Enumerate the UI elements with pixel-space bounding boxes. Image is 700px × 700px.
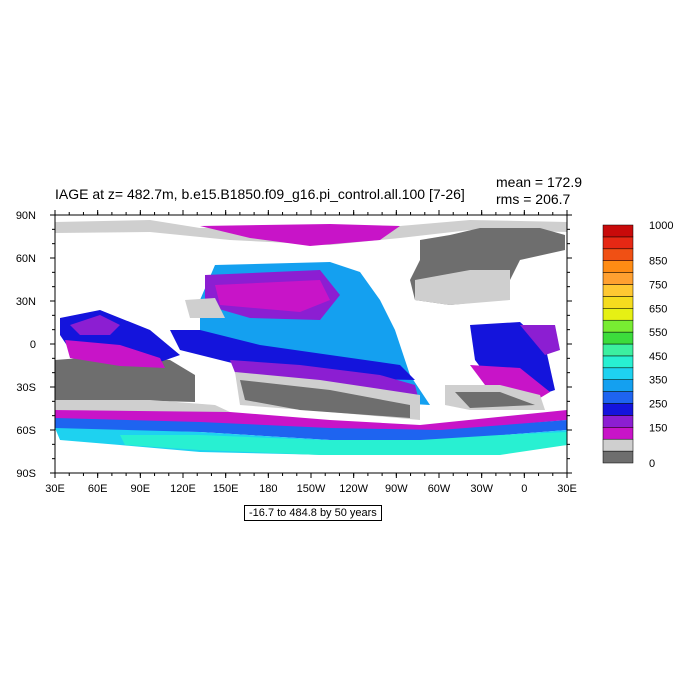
colorbar-swatch bbox=[602, 284, 634, 297]
colorbar-swatch bbox=[602, 260, 634, 273]
x-tick-label: 30E bbox=[557, 483, 577, 495]
map-plot-area bbox=[55, 220, 567, 455]
mean-stat: mean = 172.9 bbox=[496, 174, 583, 190]
colorbar-swatch bbox=[602, 367, 634, 380]
x-tick-label: 0 bbox=[521, 483, 527, 495]
colorbar-label: 850 bbox=[649, 256, 667, 268]
ocean-region-15 bbox=[65, 340, 165, 368]
colorbar-label: 550 bbox=[649, 327, 667, 339]
colorbar-label: 650 bbox=[649, 303, 667, 315]
y-tick-label: 30S bbox=[16, 382, 36, 394]
colorbar-swatch bbox=[602, 450, 634, 464]
map-axes: 30E 60E 90E 120E 150E 180 150W 120W 90W 60W 30W 0 30… bbox=[16, 210, 577, 495]
ocean-region-6 bbox=[215, 280, 330, 312]
colorbar-swatch bbox=[602, 319, 634, 333]
colorbar-swatch bbox=[602, 427, 634, 440]
ocean-region-24 bbox=[55, 410, 567, 432]
colorbar-swatch bbox=[602, 391, 634, 404]
x-tick-label: 150W bbox=[297, 483, 326, 495]
colorbar: 0 150 250 350 450 550 650 750 850 1000 bbox=[602, 220, 673, 470]
y-tick-label: 60S bbox=[16, 425, 36, 437]
ocean-region-20 bbox=[455, 392, 535, 408]
colorbar-swatch bbox=[602, 272, 634, 285]
x-tick-label: 60W bbox=[428, 483, 451, 495]
colorbar-swatch bbox=[602, 403, 634, 416]
contour-range-label: -16.7 to 484.8 by 50 years bbox=[244, 505, 382, 521]
x-tick-label: 90E bbox=[131, 483, 151, 495]
x-tick-label: 90W bbox=[385, 483, 408, 495]
colorbar-swatch bbox=[602, 331, 634, 345]
y-tick-label: 90S bbox=[16, 468, 36, 480]
ocean-region-25 bbox=[55, 418, 567, 440]
colorbar-label: 1000 bbox=[649, 220, 673, 232]
ocean-region-2 bbox=[200, 224, 400, 246]
ocean-region-27 bbox=[120, 432, 567, 455]
ocean-region-16 bbox=[70, 315, 120, 335]
x-tick-label: 120E bbox=[170, 483, 196, 495]
ocean-region-11 bbox=[240, 380, 410, 418]
colorbar-swatch bbox=[602, 343, 634, 357]
colorbar-swatch bbox=[602, 379, 634, 392]
colorbar-label: 450 bbox=[649, 351, 667, 363]
ocean-region-23 bbox=[415, 270, 510, 305]
colorbar-label: 150 bbox=[649, 422, 667, 434]
colorbar-swatch bbox=[602, 438, 634, 452]
y-tick-label: 0 bbox=[30, 339, 36, 351]
ocean-region-3 bbox=[55, 226, 90, 232]
y-tick-label: 30N bbox=[16, 296, 36, 308]
colorbar-swatch bbox=[602, 248, 634, 261]
colorbar-label: 250 bbox=[649, 399, 667, 411]
colorbar-label: 750 bbox=[649, 280, 667, 292]
ocean-region-7 bbox=[185, 298, 225, 318]
y-tick-label: 90N bbox=[16, 210, 36, 222]
colorbar-label: 0 bbox=[649, 458, 655, 470]
x-tick-label: 180 bbox=[259, 483, 277, 495]
x-tick-label: 60E bbox=[88, 483, 108, 495]
colorbar-swatch bbox=[602, 224, 634, 238]
x-tick-label: 120W bbox=[339, 483, 368, 495]
colorbar-swatch bbox=[602, 415, 634, 428]
colorbar-swatch bbox=[602, 296, 634, 309]
colorbar-swatch bbox=[602, 308, 634, 321]
chart-title: IAGE at z= 482.7m, b.e15.B1850.f09_g16.p… bbox=[55, 186, 465, 202]
rms-stat: rms = 206.7 bbox=[496, 191, 571, 207]
ocean-region-21 bbox=[520, 325, 560, 355]
x-tick-label: 30E bbox=[45, 483, 65, 495]
x-tick-label: 30W bbox=[470, 483, 493, 495]
colorbar-swatch bbox=[602, 355, 634, 369]
ocean-region-8 bbox=[170, 330, 415, 380]
colorbar-label: 350 bbox=[649, 375, 667, 387]
ocean-region-18 bbox=[470, 365, 550, 398]
colorbar-swatch bbox=[602, 236, 634, 250]
x-tick-label: 150E bbox=[213, 483, 239, 495]
y-tick-label: 60N bbox=[16, 253, 36, 265]
ocean-region-13 bbox=[55, 400, 230, 412]
